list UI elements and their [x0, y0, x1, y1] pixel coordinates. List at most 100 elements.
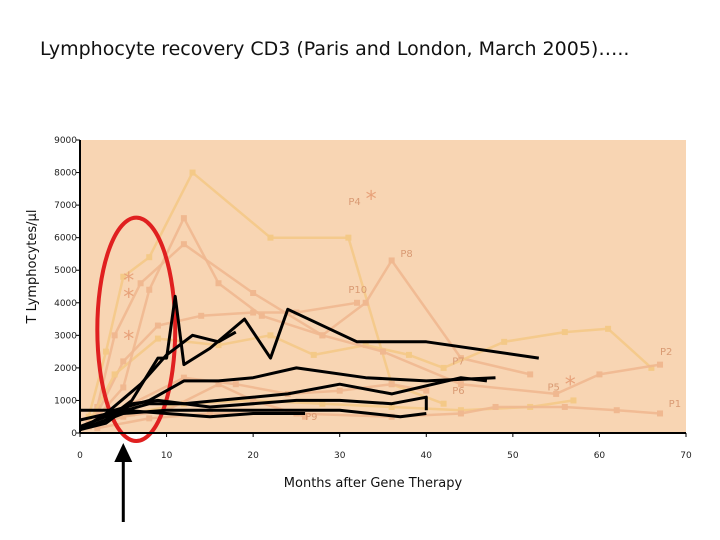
patient-label-p5: P5	[547, 383, 559, 394]
x-axis-label: Months after Gene Therapy	[284, 476, 463, 491]
series-point-p1-1	[146, 415, 153, 422]
patient-label-p1: P1	[669, 399, 681, 410]
series-point-p5-8	[570, 397, 577, 404]
series-point-p8-6	[362, 299, 369, 306]
series-point-p7-5	[310, 351, 317, 358]
patient-label-p8: P8	[400, 249, 412, 260]
black-series-line-9	[79, 294, 540, 432]
black-series-line-15	[79, 408, 306, 422]
highlight-ellipse	[95, 215, 178, 444]
series-point-p2-8	[457, 381, 464, 388]
y-tick-label-6000: 6000	[54, 234, 77, 244]
y-tick-label-8000: 8000	[54, 169, 77, 179]
x-tick-label-0: 0	[77, 451, 83, 461]
y-tick-label-4000: 4000	[54, 299, 77, 309]
y-tick-label-9000: 9000	[54, 136, 77, 146]
black-series-line-11	[79, 376, 488, 428]
series-point-p7-2	[154, 335, 161, 342]
series-point-p4-2	[120, 273, 127, 280]
series-point-p1-2	[206, 410, 213, 417]
series-point-p2-7	[380, 348, 386, 355]
series-point-p2-10	[596, 371, 603, 378]
series-point-p7-6	[362, 342, 369, 349]
series-point-p2-11	[657, 361, 664, 368]
series-point-p6-5	[336, 387, 343, 394]
series-point-p4-5	[267, 234, 274, 241]
series-point-p8-9	[527, 371, 534, 378]
series-point-p8-8	[457, 355, 464, 362]
series-point-p2-5	[258, 312, 265, 319]
y-tick-label-3000: 3000	[54, 331, 77, 341]
black-series-line-14	[79, 408, 427, 432]
y-tick-label-5000: 5000	[54, 266, 77, 276]
series-point-p9-1	[120, 413, 127, 420]
x-tick-label-70: 70	[680, 451, 692, 461]
y-tick-label-2000: 2000	[54, 364, 77, 374]
series-point-p9-3	[215, 381, 222, 388]
asterisk-annotation-1: *	[565, 373, 576, 398]
y-tick-label-7000: 7000	[54, 201, 77, 211]
series-point-p10-4	[250, 309, 257, 316]
asterisk-annotation-0: *	[366, 188, 377, 213]
x-tick-label-60: 60	[594, 451, 606, 461]
series-point-p5-6	[457, 407, 464, 414]
series-point-p1-9	[657, 410, 664, 417]
series-point-p6-3	[232, 381, 239, 388]
series-point-p6-7	[423, 387, 430, 394]
series-point-p5-5	[388, 403, 395, 410]
x-tick-label-30: 30	[334, 451, 346, 461]
series-point-p10-6	[354, 299, 361, 306]
series-line-p6	[88, 376, 427, 425]
series-point-p9-5	[302, 413, 309, 420]
series-point-p7-3	[215, 342, 222, 349]
series-point-p8-3	[180, 241, 187, 248]
arrow-head	[114, 443, 133, 462]
series-point-p7-9	[501, 338, 508, 345]
series-point-p1-7	[561, 403, 568, 410]
patient-label-p7: P7	[452, 357, 464, 368]
y-tick-label-1000: 1000	[54, 396, 77, 406]
series-point-p2-3	[180, 215, 187, 222]
series-point-p4-1	[102, 348, 109, 355]
series-line-p2	[87, 216, 661, 428]
patient-label-p6: P6	[452, 386, 464, 397]
series-line-p8	[96, 242, 531, 408]
x-tick-label-40: 40	[421, 451, 433, 461]
patient-label-p2: P2	[660, 347, 672, 358]
series-point-p1-6	[492, 403, 499, 410]
x-tick-label-50: 50	[507, 451, 519, 461]
asterisk-annotation-2: *	[123, 269, 134, 294]
series-point-p6-6	[388, 381, 395, 388]
x-tick-label-10: 10	[161, 451, 173, 461]
series-point-p4-6	[345, 234, 352, 241]
series-point-p10-3	[198, 312, 205, 319]
series-point-p7-1	[111, 371, 118, 378]
x-tick-label-20: 20	[247, 451, 259, 461]
series-point-p7-12	[648, 364, 655, 371]
series-point-p10-1	[120, 358, 127, 365]
series-point-p7-8	[440, 364, 447, 371]
series-point-p2-6	[319, 332, 326, 339]
series-point-p10-2	[154, 322, 161, 329]
series-point-p1-8	[613, 407, 620, 414]
patient-label-p9: P9	[305, 412, 317, 423]
y-axis-label: T Lymphocytes/µl	[25, 210, 40, 325]
series-point-p7-4	[267, 332, 274, 339]
series-point-p2-2	[146, 286, 153, 293]
asterisk-annotation-3: *	[123, 285, 134, 310]
series-point-p10-0	[94, 410, 101, 417]
series-point-p8-2	[137, 280, 144, 287]
series-point-p7-11	[605, 325, 612, 332]
series-point-p4-3	[146, 254, 153, 261]
series-point-p9-4	[250, 397, 257, 404]
asterisk-annotation-4: *	[123, 328, 134, 353]
series-point-p8-4	[250, 290, 257, 297]
series-point-p7-7	[405, 351, 412, 358]
series-point-p1-0	[94, 425, 101, 432]
y-tick-label-0: 0	[71, 429, 77, 439]
black-series-line-13	[79, 395, 428, 432]
series-point-p6-2	[180, 374, 187, 381]
series-point-p1-5	[457, 410, 464, 417]
series-point-p2-1	[120, 384, 127, 391]
